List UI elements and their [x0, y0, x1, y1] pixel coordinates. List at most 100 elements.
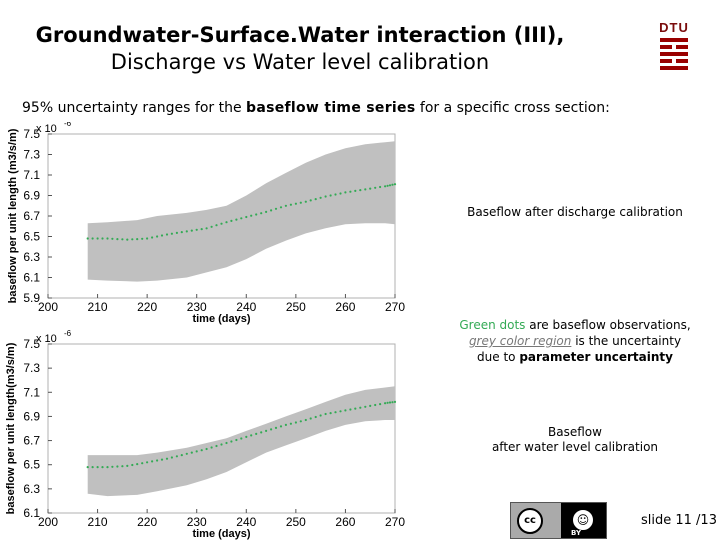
y-tick-label: 7.3: [23, 148, 40, 162]
observation-point: [299, 201, 302, 204]
observation-point: [344, 409, 347, 412]
observation-point: [141, 237, 144, 240]
observation-point: [349, 408, 352, 411]
observation-point: [165, 233, 169, 236]
legend-text-3: is the uncertainty: [575, 334, 682, 348]
x-tick-label: 210: [88, 515, 108, 529]
observation-point: [215, 444, 218, 448]
y-tick-label: 6.5: [23, 230, 40, 244]
observation-point: [289, 422, 292, 425]
observation-point: [165, 457, 169, 460]
observation-point: [106, 237, 109, 240]
observation-point: [374, 186, 377, 189]
observation-point: [386, 184, 389, 187]
observation-point: [299, 420, 302, 423]
dtu-logo-text: DTU: [659, 20, 689, 35]
observation-point: [245, 215, 248, 219]
dtu-logo: DTU: [658, 20, 690, 79]
slide-subtitle: 95% uncertainty ranges for the baseflow …: [22, 100, 610, 116]
x-tick-label: 200: [38, 300, 58, 314]
x-tick-label: 270: [385, 515, 405, 529]
label-discharge-calibration: Baseflow after discharge calibration: [467, 205, 683, 219]
legend-green-dots: Green dots: [459, 318, 526, 332]
y-tick-label: 6.9: [23, 409, 40, 423]
observation-point: [210, 446, 213, 449]
observation-point: [190, 451, 193, 454]
x-tick-label: 250: [286, 300, 306, 314]
observation-point: [185, 230, 188, 233]
observation-point: [195, 228, 198, 231]
title-line-2: Discharge vs Water level calibration: [110, 50, 490, 74]
observation-point: [225, 221, 228, 224]
observation-point: [359, 189, 362, 192]
observation-point: [369, 404, 372, 407]
x-tick-label: 250: [286, 515, 306, 529]
observation-point: [160, 234, 164, 237]
observation-point: [195, 450, 198, 453]
y-tick-label: 6.9: [23, 189, 40, 203]
observation-point: [170, 232, 173, 235]
observation-point: [384, 185, 387, 188]
observation-point: [393, 183, 397, 186]
observation-point: [156, 235, 159, 238]
observation-point: [235, 438, 238, 442]
observation-point: [289, 203, 292, 206]
observation-point: [200, 449, 203, 452]
observation-point: [220, 222, 223, 225]
observation-point: [126, 464, 129, 467]
observation-point: [359, 406, 362, 409]
x-tick-label: 240: [236, 515, 256, 529]
observation-point: [339, 410, 342, 413]
slide-number: slide 11 /13: [641, 513, 717, 528]
y-tick-label: 5.9: [23, 291, 40, 305]
title-line-1: Groundwater-Surface.Water interaction (I…: [35, 23, 565, 47]
observation-point: [170, 456, 173, 459]
cc-by-license-badge[interactable]: cc ☺ BY: [510, 502, 607, 539]
observation-point: [369, 187, 372, 190]
observation-point: [255, 432, 258, 435]
y-tick-label: 6.1: [23, 506, 40, 520]
y-axis-exponent: x 10: [36, 333, 57, 345]
observation-point: [393, 400, 397, 403]
x-tick-label: 240: [236, 300, 256, 314]
x-tick-label: 220: [137, 515, 157, 529]
y-tick-label: 7.5: [23, 127, 40, 141]
chart-discharge-calibration: 200 210 220 230 240 250 260 270 5.9 6.1 6.3 6.5 6.7 6…: [7, 122, 405, 325]
observation-point: [304, 200, 307, 203]
uncertainty-band-95: [87, 141, 395, 282]
observation-point: [364, 188, 367, 191]
legend-text-2: are baseflow observations,: [529, 318, 691, 332]
observation-point: [339, 192, 342, 195]
y-tick-label: 6.5: [23, 458, 40, 472]
by-label: BY: [571, 529, 582, 537]
observation-point: [230, 219, 233, 222]
observation-point: [279, 425, 283, 428]
observation-point: [116, 465, 119, 468]
observation-point: [200, 228, 203, 231]
observation-point: [324, 195, 327, 198]
x-tick-label: 230: [187, 515, 207, 529]
observation-point: [210, 225, 213, 228]
observation-point: [220, 443, 223, 446]
observation-point: [304, 418, 307, 422]
observation-point: [255, 213, 258, 216]
y-axis-title: baseflow per unit length (m3/s/m): [7, 128, 19, 303]
observation-point: [284, 204, 287, 207]
observation-point: [294, 421, 297, 424]
x-tick-label: 270: [385, 300, 405, 314]
x-tick-label: 260: [335, 300, 355, 314]
observation-point: [205, 447, 208, 451]
observation-point: [319, 414, 322, 417]
legend-grey-region: grey color region: [468, 334, 572, 348]
observation-point: [309, 199, 312, 202]
observation-point: [314, 415, 317, 419]
observation-point: [96, 237, 99, 240]
uncertainty-band-95: [87, 386, 395, 497]
observation-point: [245, 435, 248, 438]
observation-point: [379, 403, 382, 406]
y-axis-title: baseflow per unit length(m3/s/m): [5, 342, 17, 514]
observation-point: [240, 217, 243, 220]
x-axis-title: time (days): [192, 313, 250, 325]
subtitle-prefix: 95% uncertainty ranges for the: [22, 100, 242, 116]
x-tick-label: 200: [38, 515, 58, 529]
